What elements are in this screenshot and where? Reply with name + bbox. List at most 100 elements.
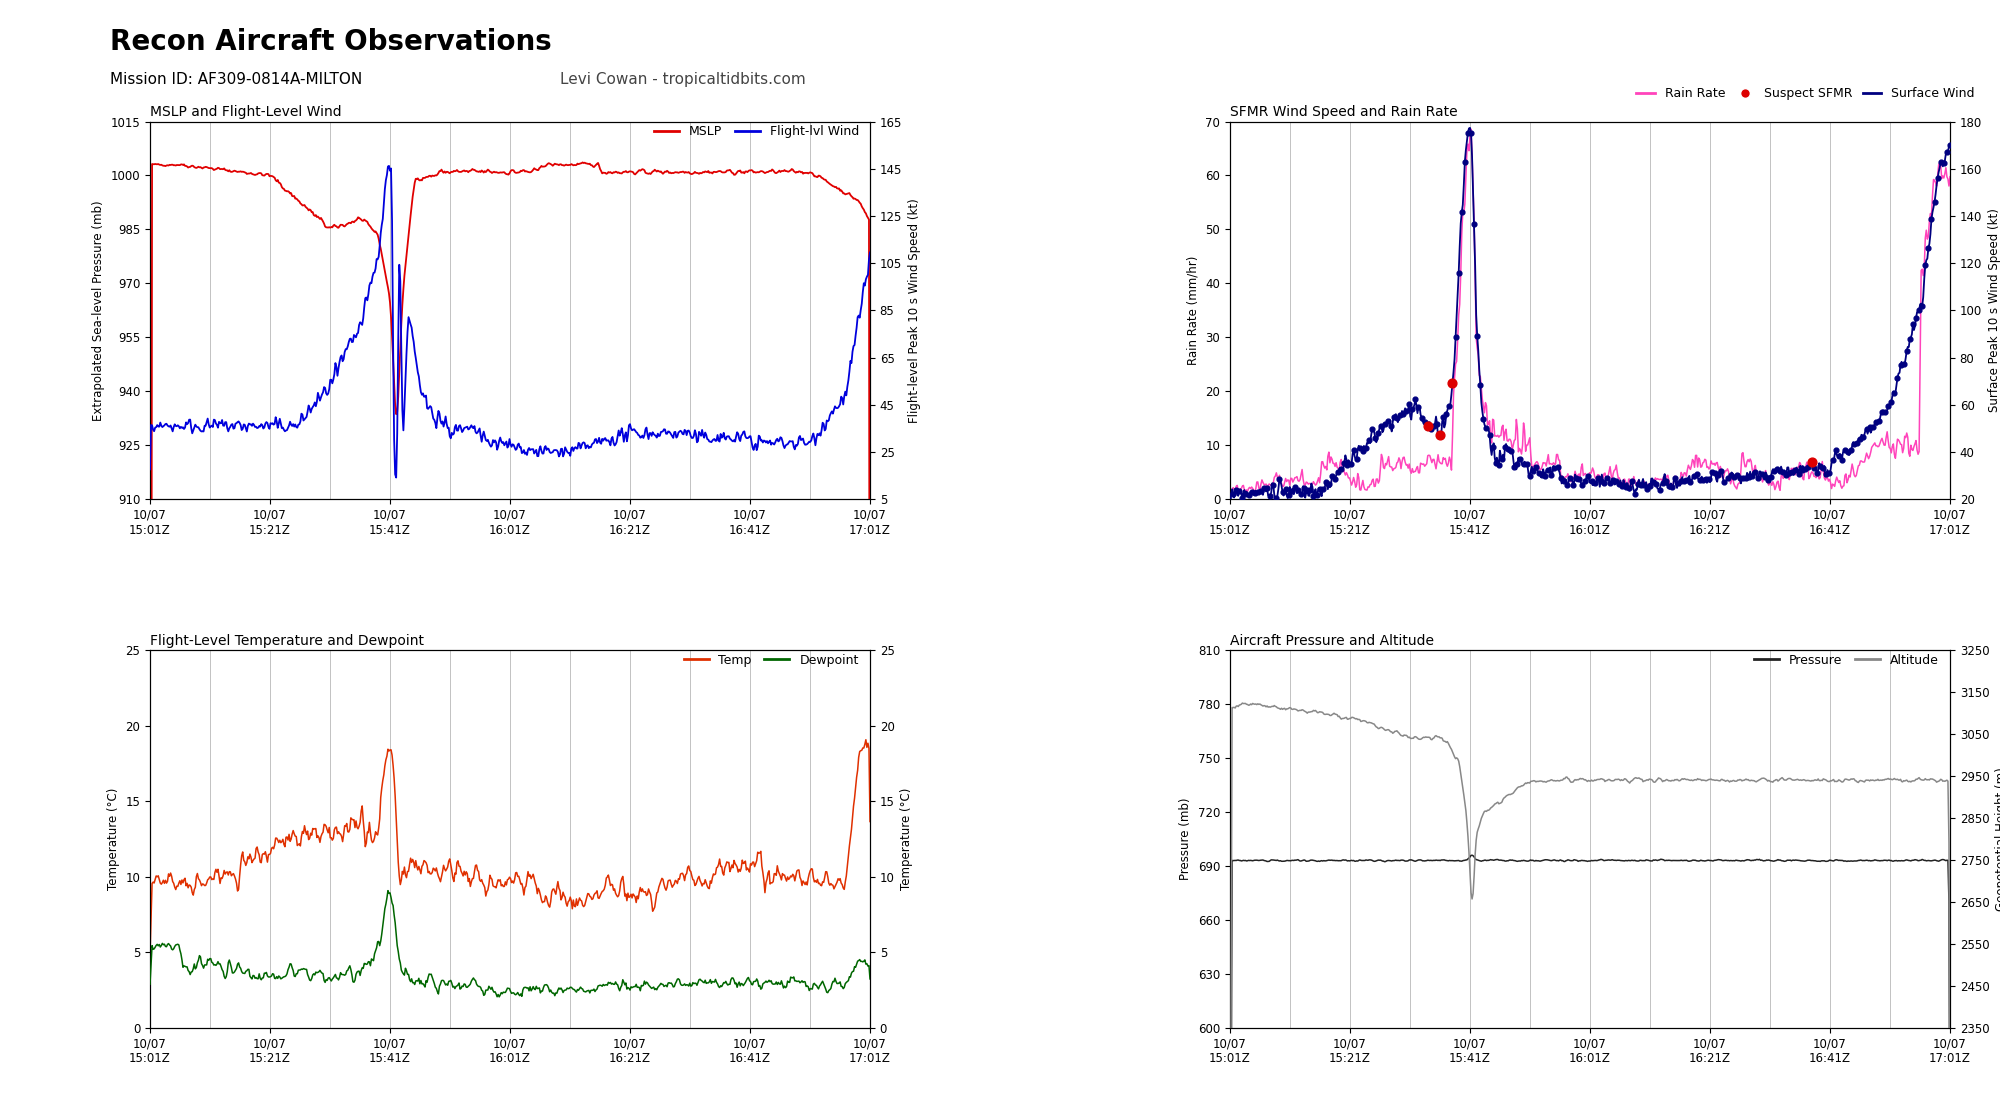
Point: [1570, 472, 1602, 490]
Point: [1910, 256, 1942, 274]
Point: [1662, 474, 1694, 492]
Point: [1850, 420, 1882, 438]
Point: [1658, 470, 1690, 487]
Point: [1368, 415, 1400, 433]
Point: [1476, 438, 1508, 455]
Point: [1226, 488, 1258, 506]
Point: [1418, 417, 1450, 434]
Point: [1536, 466, 1568, 484]
Point: [1882, 369, 1914, 387]
Point: [1288, 480, 1320, 497]
Point: [1582, 470, 1614, 487]
Point: [1572, 467, 1604, 485]
Point: [1322, 463, 1354, 481]
Point: [1764, 462, 1796, 480]
Point: [1720, 466, 1752, 484]
Point: [1310, 473, 1342, 491]
Point: [1856, 418, 1888, 435]
Point: [1770, 466, 1802, 484]
Point: [1252, 480, 1284, 497]
Point: [1804, 457, 1836, 475]
Point: [1372, 412, 1404, 430]
Point: [1254, 486, 1286, 504]
Text: MSLP and Flight-Level Wind: MSLP and Flight-Level Wind: [150, 105, 342, 119]
Point: [1828, 442, 1860, 460]
Point: [1684, 472, 1716, 490]
Point: [1640, 475, 1672, 493]
Point: [1458, 215, 1490, 233]
Point: [1306, 481, 1338, 498]
Text: Levi Cowan - tropicaltidbits.com: Levi Cowan - tropicaltidbits.com: [560, 72, 806, 87]
Point: [1214, 514, 1246, 532]
Point: [1350, 439, 1382, 456]
Point: [1320, 471, 1352, 488]
Text: Aircraft Pressure and Altitude: Aircraft Pressure and Altitude: [1230, 633, 1434, 648]
Point: [1520, 459, 1552, 476]
Point: [1668, 473, 1700, 491]
Point: [1530, 467, 1562, 485]
Point: [1470, 419, 1502, 436]
Point: [1692, 471, 1724, 488]
Point: [1464, 376, 1496, 393]
Point: [1272, 486, 1304, 504]
Point: [1442, 264, 1474, 282]
Point: [1878, 385, 1910, 402]
Point: [1492, 441, 1524, 459]
Point: [1844, 430, 1876, 448]
Point: [1406, 409, 1438, 427]
Point: [1446, 203, 1478, 221]
Point: [1792, 459, 1824, 476]
Point: [1300, 486, 1332, 504]
Point: [1612, 478, 1644, 496]
Point: [1238, 484, 1270, 502]
Point: [1412, 417, 1444, 434]
Point: [1374, 418, 1406, 435]
Point: [1384, 406, 1416, 423]
Point: [1752, 471, 1784, 488]
Point: [1786, 462, 1818, 480]
Point: [1650, 472, 1682, 490]
Point: [1758, 462, 1790, 480]
Point: [1242, 484, 1274, 502]
Point: [1344, 440, 1376, 457]
Point: [1894, 330, 1926, 348]
Point: [1422, 414, 1454, 432]
Point: [1724, 469, 1756, 486]
Y-axis label: Rain Rate (mm/hr): Rain Rate (mm/hr): [1186, 255, 1200, 365]
Point: [1526, 466, 1558, 484]
Point: [1606, 477, 1638, 495]
Point: [1810, 465, 1842, 483]
Point: [1468, 410, 1500, 428]
Point: [1396, 400, 1428, 418]
Point: [1232, 486, 1264, 504]
Point: [1774, 464, 1806, 482]
Point: [1896, 315, 1928, 333]
Point: [1740, 463, 1772, 481]
Point: [1860, 413, 1892, 431]
Y-axis label: Geopotential Height (m): Geopotential Height (m): [1996, 767, 2000, 911]
Point: [1730, 470, 1762, 487]
Point: [1646, 474, 1678, 492]
Point: [1616, 472, 1648, 490]
Point: [1334, 455, 1366, 473]
Point: [1678, 467, 1710, 485]
Point: [1524, 464, 1556, 482]
Point: [1706, 462, 1738, 480]
Point: [1924, 152, 1956, 170]
Point: [1412, 417, 1444, 434]
Point: [1652, 477, 1684, 495]
Point: [1644, 482, 1676, 499]
Point: [1870, 403, 1902, 421]
Point: [1798, 460, 1830, 477]
Point: [1270, 481, 1302, 498]
Point: [1748, 469, 1780, 486]
Point: [1554, 469, 1586, 486]
Point: [1428, 409, 1460, 427]
Point: [1776, 463, 1808, 481]
Point: [1754, 469, 1786, 486]
Point: [1930, 143, 1962, 160]
Point: [1452, 124, 1484, 141]
Point: [1430, 404, 1462, 422]
Point: [1434, 397, 1466, 414]
Point: [1356, 420, 1388, 438]
